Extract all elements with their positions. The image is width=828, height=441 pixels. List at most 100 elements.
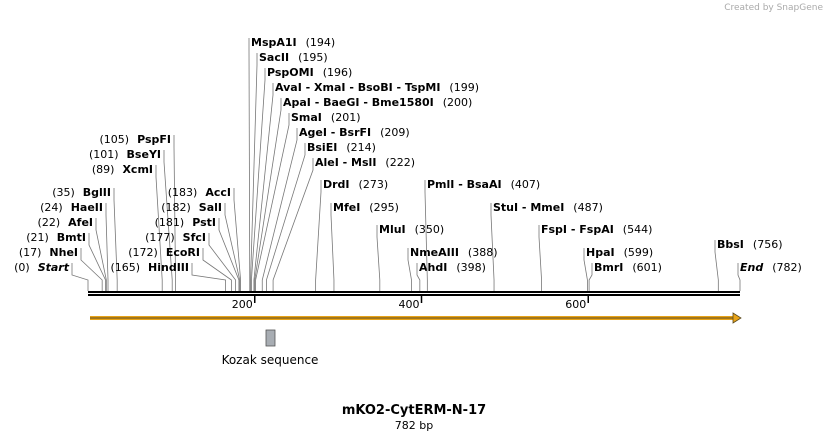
site-line [407, 248, 412, 291]
subtitle: 782 bp [395, 419, 433, 432]
strand-bottom [88, 294, 740, 296]
site-line [376, 225, 381, 291]
site-label: (24) HaeII [40, 201, 103, 214]
site-label: (165) HindIII [110, 261, 189, 274]
site-label: (182) SalI [161, 201, 222, 214]
site-label: BmrI (601) [594, 261, 662, 274]
site-position: (350) [415, 223, 445, 236]
enzyme-name: PspFI [137, 133, 171, 146]
enzyme-name: BseYI [127, 148, 161, 161]
site-label: BbsI (756) [717, 238, 783, 251]
site-position: (199) [449, 81, 479, 94]
site-position: (194) [306, 36, 336, 49]
site-label: (181) PstI [155, 216, 216, 229]
site-line [191, 263, 226, 291]
site-position: (196) [323, 66, 353, 79]
enzyme-name: End [740, 261, 763, 274]
site-label: AleI - MslI (222) [315, 156, 415, 169]
site-position: (195) [298, 51, 328, 64]
site-position: (105) [100, 133, 130, 146]
site-position: (21) [26, 231, 49, 244]
site-line [95, 218, 107, 291]
site-label: MluI (350) [379, 223, 444, 236]
site-line [272, 158, 314, 291]
site-position: (407) [511, 178, 541, 191]
site-line [105, 203, 109, 291]
enzyme-name: FspI - FspAI [541, 223, 614, 236]
site-line [88, 233, 106, 291]
site-position: (782) [772, 261, 802, 274]
site-position: (181) [155, 216, 185, 229]
site-line [261, 128, 298, 291]
site-position: (222) [385, 156, 415, 169]
site-line [251, 68, 266, 291]
site-line [233, 188, 241, 291]
enzyme-name: BmtI [57, 231, 86, 244]
site-position: (214) [346, 141, 376, 154]
site-label: (21) BmtI [26, 231, 86, 244]
site-position: (756) [753, 238, 783, 251]
enzyme-name: XcmI [122, 163, 153, 176]
site-line [588, 263, 593, 291]
feature-label: Kozak sequence [222, 353, 319, 367]
enzyme-name: SmaI [291, 111, 322, 124]
enzyme-name: BsiEI [307, 141, 337, 154]
enzyme-name: BglII [83, 186, 111, 199]
enzyme-name: HaeII [71, 201, 103, 214]
ruler-label: 200 [232, 298, 253, 311]
enzyme-name: AccI [205, 186, 231, 199]
enzyme-name: HindIII [148, 261, 189, 274]
site-line [71, 263, 89, 291]
site-line [416, 263, 421, 291]
site-position: (165) [110, 261, 140, 274]
orf-arrow-head [732, 312, 742, 324]
site-position: (295) [369, 201, 399, 214]
site-line [208, 233, 236, 291]
site-line [714, 240, 719, 291]
site-line [155, 165, 163, 291]
site-position: (398) [456, 261, 486, 274]
enzyme-name: HpaI [586, 246, 615, 259]
enzyme-name: BmrI [594, 261, 623, 274]
enzyme-name: NmeAIII [410, 246, 459, 259]
site-position: (201) [331, 111, 361, 124]
enzyme-name: MluI [379, 223, 406, 236]
site-label: SacII (195) [259, 51, 328, 64]
site-line [253, 83, 274, 291]
site-label: (172) EcoRI [128, 246, 200, 259]
enzyme-name: BbsI [717, 238, 744, 251]
enzyme-name: MspA1I [251, 36, 297, 49]
ruler-label: 600 [565, 298, 586, 311]
enzyme-name: AleI - MslI [315, 156, 376, 169]
site-line [315, 180, 322, 291]
enzyme-name: MfeI [333, 201, 360, 214]
enzyme-name: SfcI [183, 231, 206, 244]
site-line [173, 135, 176, 291]
site-label: MfeI (295) [333, 201, 399, 214]
site-line [202, 248, 232, 291]
site-label: PspOMI (196) [267, 66, 352, 79]
site-position: (273) [359, 178, 389, 191]
enzyme-name: AvaI - XmaI - BsoBI - TspMI [275, 81, 440, 94]
site-label: (101) BseYI [89, 148, 161, 161]
site-line [248, 38, 251, 291]
site-line [80, 248, 103, 291]
site-line [218, 218, 240, 291]
site-position: (17) [19, 246, 42, 259]
site-position: (0) [14, 261, 30, 274]
ruler-label: 400 [399, 298, 420, 311]
site-label: (177) SfcI [145, 231, 206, 244]
site-line [737, 263, 741, 291]
site-position: (24) [40, 201, 63, 214]
site-label: FspI - FspAI (544) [541, 223, 652, 236]
enzyme-name: AfeI [68, 216, 93, 229]
site-line [424, 180, 428, 291]
site-line [538, 225, 542, 291]
site-label: BsiEI (214) [307, 141, 376, 154]
site-position: (183) [168, 186, 198, 199]
site-position: (487) [573, 201, 603, 214]
site-line [163, 150, 173, 291]
site-position: (101) [89, 148, 119, 161]
site-position: (35) [52, 186, 75, 199]
